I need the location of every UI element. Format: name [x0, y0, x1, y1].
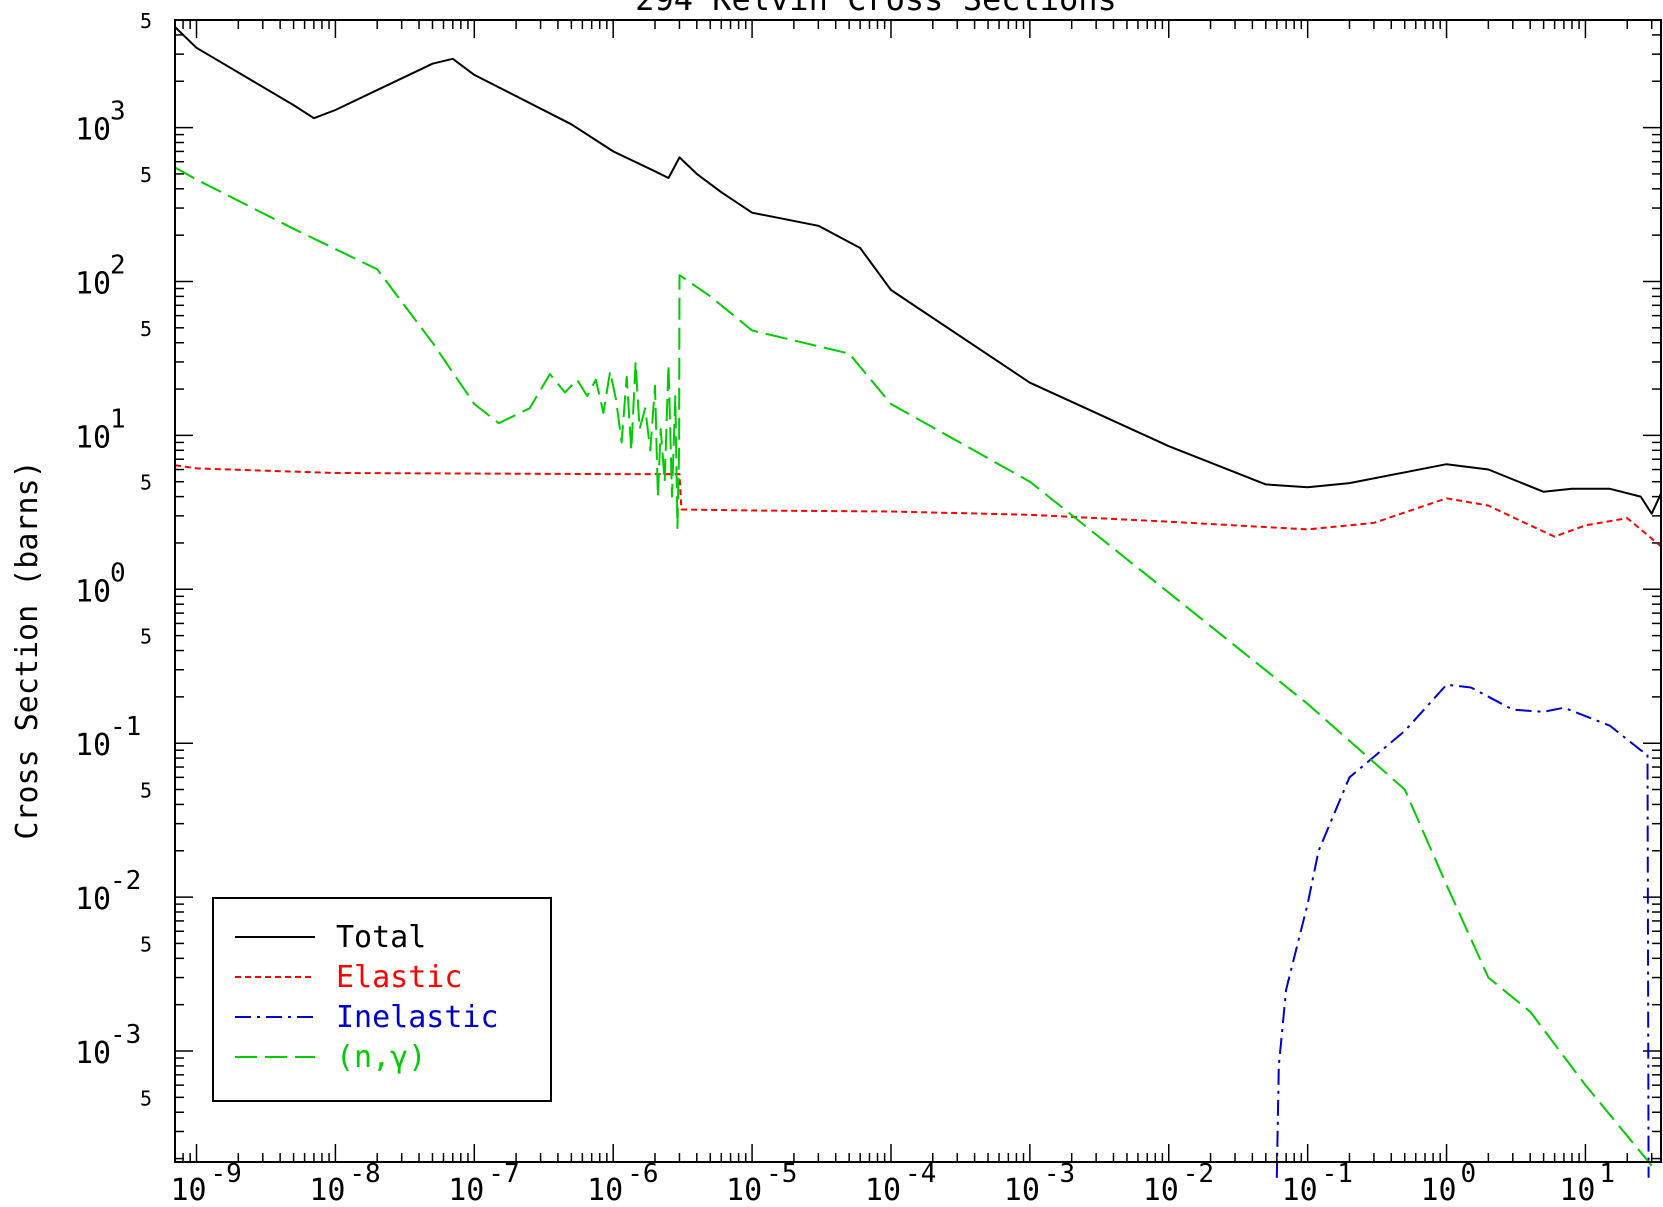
legend: Total Elastic Inelastic (n,γ) — [212, 897, 552, 1102]
x-tick-label-exponent: 1 — [1599, 1159, 1615, 1189]
y-tick-label-exponent: -1 — [110, 712, 141, 742]
x-tick-label-base: 10 — [448, 1173, 484, 1207]
y-tick-label-exponent: 2 — [110, 250, 126, 280]
y-tick-label-exponent: 0 — [110, 558, 126, 588]
series-line-1 — [174, 464, 1662, 548]
x-tick-label-base: 10 — [726, 1173, 762, 1207]
x-tick-label-base: 10 — [1282, 1173, 1318, 1207]
legend-label: Total — [336, 920, 426, 955]
x-tick-label-base: 10 — [1143, 1173, 1179, 1207]
x-tick-labels: 10 -9 10 -8 10 -7 10 -6 10 -5 10 -4 10 -3 10 -2 10 -1 10 0 1… — [170, 1159, 1615, 1207]
x-tick-label-exponent: -6 — [627, 1159, 658, 1189]
y-tick-label-base: 10 — [75, 574, 111, 609]
x-tick-label-exponent: -9 — [211, 1159, 242, 1189]
y-tick-label-base: 10 — [75, 420, 111, 455]
legend-label: Inelastic — [336, 1000, 499, 1035]
y-tick-label-exponent: 3 — [110, 97, 126, 127]
axis-ticks — [174, 19, 1661, 1162]
y-tick-label-base: 10 — [75, 113, 111, 148]
x-tick-label-base: 10 — [1420, 1173, 1456, 1207]
x-tick-label-base: 10 — [309, 1173, 345, 1207]
legend-box — [212, 897, 552, 1102]
y-minor-tick-label: 5 — [140, 625, 152, 649]
series-lines — [174, 26, 1662, 1178]
x-tick-label-exponent: -7 — [488, 1159, 519, 1189]
x-tick-label-exponent: -8 — [349, 1159, 380, 1189]
y-minor-tick-label: 5 — [140, 163, 152, 187]
y-minor-tick-label: 5 — [140, 932, 152, 956]
x-tick-label-base: 10 — [1004, 1173, 1040, 1207]
y-tick-label-exponent: 1 — [110, 404, 126, 434]
y-axis-label: Cross Section (barns) — [10, 460, 45, 839]
legend-label: (n,γ) — [336, 1040, 426, 1075]
y-tick-label-base: 10 — [75, 882, 111, 917]
x-tick-label-base: 10 — [1559, 1173, 1595, 1207]
x-tick-label-exponent: -3 — [1044, 1159, 1075, 1189]
y-minor-tick-label: 5 — [140, 1086, 152, 1110]
x-tick-label-exponent: -2 — [1183, 1159, 1214, 1189]
x-tick-label-exponent: -4 — [905, 1159, 936, 1189]
y-tick-label-base: 10 — [75, 1036, 111, 1071]
y-tick-label-exponent: -2 — [110, 866, 141, 896]
y-tick-label-base: 10 — [75, 266, 111, 301]
x-tick-label-base: 10 — [865, 1173, 901, 1207]
x-tick-label-exponent: -1 — [1322, 1159, 1353, 1189]
chart-title: 294 Kelvin Cross Sections — [635, 0, 1117, 18]
y-minor-tick-label: 5 — [140, 317, 152, 341]
series-line-0 — [174, 26, 1662, 515]
y-tick-label-base: 10 — [75, 728, 111, 763]
x-tick-label-base: 10 — [170, 1173, 206, 1207]
x-tick-label-exponent: 0 — [1461, 1159, 1477, 1189]
x-tick-label-base: 10 — [587, 1173, 623, 1207]
legend-label: Elastic — [336, 960, 462, 995]
y-minor-tick-label: 5 — [140, 471, 152, 495]
series-line-2 — [1275, 683, 1650, 1178]
x-tick-label-exponent: -5 — [766, 1159, 797, 1189]
series-line-3 — [174, 166, 1653, 1167]
y-minor-tick-label: 5 — [140, 9, 152, 33]
y-minor-tick-label: 5 — [140, 779, 152, 803]
plot-frame — [174, 19, 1662, 1163]
y-tick-label-exponent: -3 — [110, 1020, 141, 1050]
